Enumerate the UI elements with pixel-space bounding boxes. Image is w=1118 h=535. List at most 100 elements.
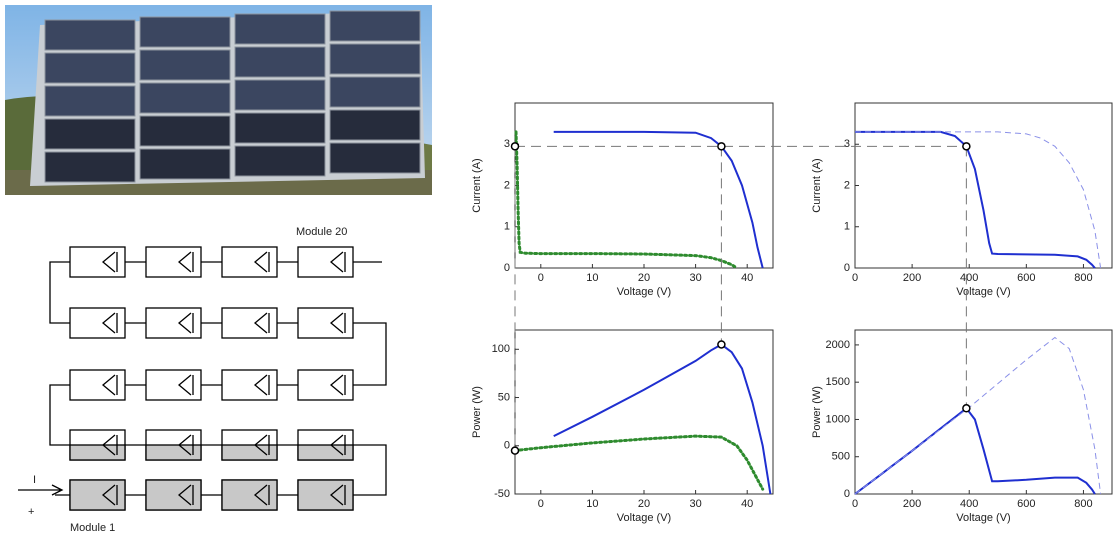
y-tick-label: 2 [504, 179, 510, 191]
operating-point [962, 142, 971, 151]
diode [329, 434, 346, 456]
y-tick-label: 3 [504, 138, 510, 150]
x-tick-label: 400 [960, 498, 978, 510]
diode [253, 434, 270, 456]
series-line [855, 130, 1096, 269]
y-axis-label: Power (W) [811, 386, 823, 438]
panel-cell [234, 112, 326, 144]
module-box [145, 246, 202, 278]
diode [253, 312, 270, 334]
x-tick-label: 10 [586, 272, 598, 284]
panel-cell [329, 142, 421, 174]
x-tick-label: 600 [1017, 498, 1035, 510]
diode [101, 312, 118, 334]
module-box [145, 369, 202, 401]
polarity-label: + [28, 506, 34, 518]
wire [49, 261, 387, 496]
x-tick-label: 20 [638, 498, 650, 510]
x-tick-label: 200 [903, 498, 921, 510]
module-box [221, 246, 278, 278]
module-box [69, 246, 126, 278]
panel-cell [234, 46, 326, 78]
diode [253, 251, 270, 273]
panel-cell [234, 13, 326, 45]
shade [69, 444, 126, 461]
diode [101, 251, 118, 273]
module-box [221, 307, 278, 339]
y-tick-label: 0 [504, 440, 510, 452]
y-tick-label: 0 [844, 488, 850, 500]
x-tick-label: 0 [852, 272, 858, 284]
y-axis-label: Power (W) [471, 386, 483, 438]
panel-cell [44, 151, 136, 183]
panel-cell [234, 145, 326, 177]
x-axis-label: Voltage (V) [956, 512, 1010, 524]
series-line [855, 131, 1102, 269]
y-tick-label: -50 [494, 488, 510, 500]
panel-cell [329, 109, 421, 141]
diode [101, 374, 118, 396]
y-tick-label: 2000 [826, 339, 850, 351]
plot-frame [514, 329, 774, 495]
plot-frame [854, 329, 1113, 495]
operating-point [510, 142, 520, 151]
operating-point [717, 340, 726, 349]
diode [177, 251, 194, 273]
panel-cell [329, 10, 421, 42]
x-tick-label: 30 [689, 272, 701, 284]
diode [101, 434, 118, 456]
panel-cell [234, 79, 326, 111]
diode [253, 374, 270, 396]
shade [297, 444, 354, 461]
x-axis-label: Voltage (V) [617, 286, 671, 298]
diode [329, 251, 346, 273]
x-axis-label: Voltage (V) [956, 286, 1010, 298]
panel-cell [139, 148, 231, 180]
diode [177, 434, 194, 456]
y-tick-label: 0 [504, 262, 510, 274]
y-tick-label: 1 [844, 221, 850, 233]
panel-cell [139, 16, 231, 48]
y-tick-label: 2 [844, 179, 850, 191]
x-tick-label: 200 [903, 272, 921, 284]
plot-frame [514, 102, 774, 269]
panel-cell [44, 118, 136, 150]
series-line [513, 434, 765, 491]
y-tick-label: 0 [844, 262, 850, 274]
panel-cell [329, 76, 421, 108]
x-tick-label: 400 [960, 272, 978, 284]
y-tick-label: 1 [504, 221, 510, 233]
x-tick-label: 30 [689, 498, 701, 510]
panel-cell [139, 115, 231, 147]
shade [221, 444, 278, 461]
diode [101, 484, 118, 506]
solar-panel [44, 10, 421, 183]
y-tick-label: 500 [832, 451, 850, 463]
operating-point [717, 142, 726, 151]
diode [177, 484, 194, 506]
series-line [854, 336, 1102, 495]
module-box [69, 369, 126, 401]
x-tick-label: 800 [1074, 498, 1092, 510]
module-box [221, 369, 278, 401]
y-tick-label: 1000 [826, 413, 850, 425]
y-tick-label: 3 [844, 138, 850, 150]
y-tick-label: 100 [492, 343, 510, 355]
shade [221, 479, 278, 511]
shade [69, 479, 126, 511]
y-axis-label: Current (A) [811, 158, 823, 212]
x-axis-label: Voltage (V) [617, 512, 671, 524]
plot-frame [854, 102, 1113, 269]
x-tick-label: 40 [741, 498, 753, 510]
module-diagram: Module 20 Module 1 I + [18, 226, 387, 534]
operating-point [962, 404, 971, 413]
diode [329, 312, 346, 334]
panel-cell [44, 19, 136, 51]
panel-cell [139, 49, 231, 81]
diode [253, 484, 270, 506]
operating-point [510, 446, 520, 455]
x-tick-label: 10 [586, 498, 598, 510]
module-box [297, 246, 354, 278]
y-tick-label: 50 [498, 391, 510, 403]
